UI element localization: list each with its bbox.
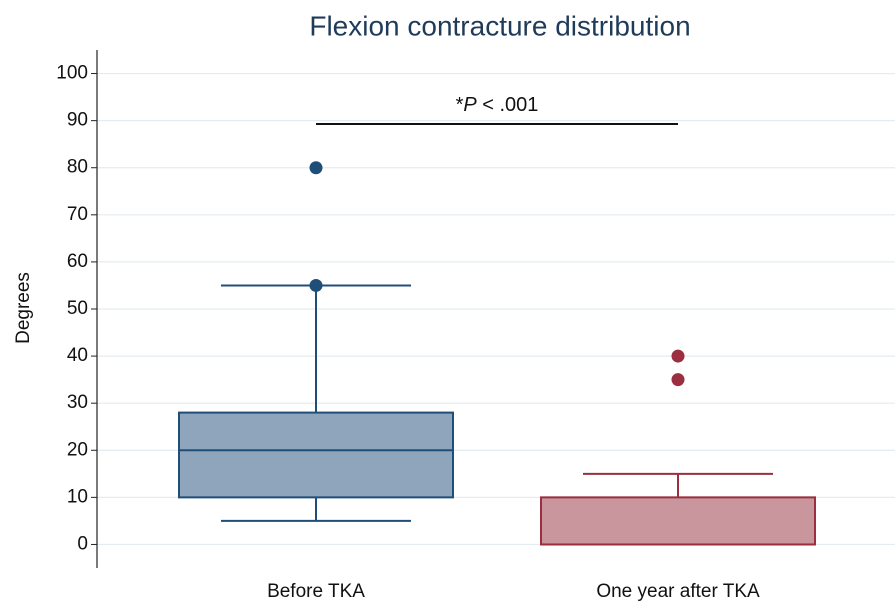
box <box>540 496 816 546</box>
annotation: *P < .001 <box>456 94 539 116</box>
chart-title: Flexion contracture distribution <box>309 10 690 41</box>
y-tick-label: 10 <box>67 486 88 507</box>
outlier <box>309 161 323 175</box>
outlier <box>309 278 323 292</box>
y-axis-label: Degrees <box>13 272 34 344</box>
y-tick-label: 0 <box>77 533 88 554</box>
outlier <box>671 373 685 387</box>
y-tick-label: 20 <box>67 439 88 460</box>
box <box>178 411 454 499</box>
y-tick-label: 40 <box>67 345 88 366</box>
x-tick-label: One year after TKA <box>596 581 760 602</box>
annotation-part: P <box>463 94 477 116</box>
annotation-part: < .001 <box>477 94 539 116</box>
y-tick-label: 80 <box>67 157 88 178</box>
x-tick-label: Before TKA <box>267 581 365 602</box>
y-tick-label: 70 <box>67 204 88 225</box>
outlier <box>671 349 685 363</box>
y-tick-label: 60 <box>67 251 88 272</box>
annotation-part: * <box>456 94 464 116</box>
y-tick-label: 50 <box>67 298 88 319</box>
y-tick-label: 30 <box>67 392 88 413</box>
y-tick-label: 100 <box>56 63 88 84</box>
y-tick-label: 90 <box>67 110 88 131</box>
